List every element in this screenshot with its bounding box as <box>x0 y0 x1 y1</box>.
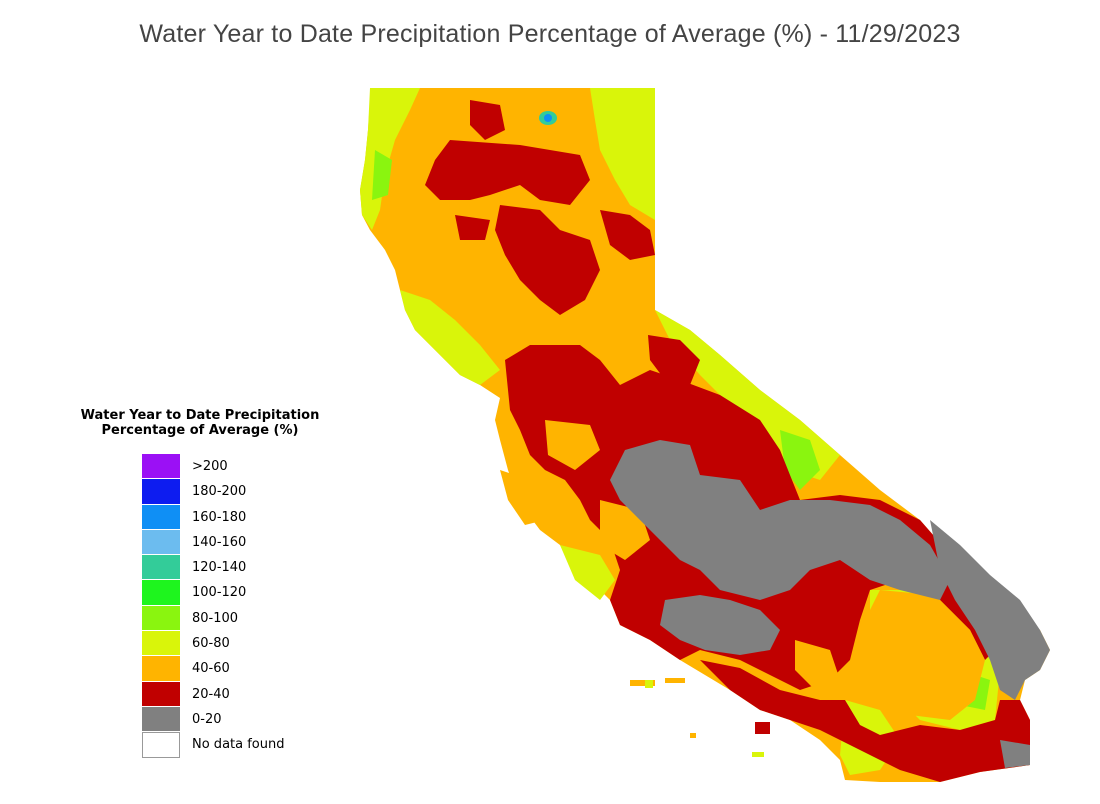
legend-label: 0-20 <box>192 711 222 727</box>
legend-swatch <box>142 656 180 682</box>
zone-40-60 <box>500 470 545 525</box>
legend-title: Water Year to Date Precipitation Percent… <box>60 408 340 438</box>
legend-swatch <box>142 580 180 606</box>
legend-label: 120-140 <box>192 560 247 576</box>
zone-20-40 <box>700 660 1030 782</box>
zone-20-40 <box>425 140 590 205</box>
zone-40-60 <box>795 640 840 690</box>
channel-island <box>645 680 653 688</box>
legend-swatch <box>142 529 180 556</box>
legend-swatch <box>142 706 180 733</box>
zone-20-40 <box>495 205 600 315</box>
legend-label: No data found <box>192 737 285 753</box>
legend-swatch <box>142 681 180 707</box>
legend-label: 100-120 <box>192 585 247 601</box>
legend-label: 80-100 <box>192 610 239 626</box>
channel-island <box>755 722 770 734</box>
page-title: Water Year to Date Precipitation Percent… <box>139 20 961 48</box>
channel-island <box>752 752 764 757</box>
legend-label: 140-160 <box>192 534 247 550</box>
zone-60-80 <box>400 290 500 385</box>
zone-0-20 <box>1000 740 1030 768</box>
legend-swatch <box>142 732 180 758</box>
channel-island <box>630 680 655 686</box>
zone-160-180 <box>544 114 552 122</box>
legend-label: 40-60 <box>192 661 230 677</box>
zone-0-20 <box>930 520 1050 700</box>
zone-20-40 <box>455 215 490 240</box>
legend-swatch <box>142 479 180 505</box>
legend-label: 180-200 <box>192 484 247 500</box>
channel-island <box>665 678 685 683</box>
zone-20-40 <box>648 335 700 385</box>
legend-label: 20-40 <box>192 686 230 702</box>
zone-40-60 <box>545 420 600 470</box>
legend-swatch <box>142 631 180 657</box>
legend-title-line1: Water Year to Date Precipitation <box>80 408 320 423</box>
legend-title-line2: Percentage of Average (%) <box>101 423 299 438</box>
legend-swatch <box>142 504 180 530</box>
legend-label: 160-180 <box>192 509 247 525</box>
legend-swatch <box>142 605 180 632</box>
zone-60-80 <box>560 545 615 600</box>
zone-20-40 <box>600 210 655 260</box>
zone-60-80 <box>590 88 655 220</box>
channel-island <box>690 733 696 738</box>
legend-label: >200 <box>192 459 228 474</box>
map-legend: Water Year to Date Precipitation Percent… <box>60 408 340 758</box>
legend-label: 60-80 <box>192 636 230 652</box>
zone-40-60 <box>860 590 985 720</box>
legend-swatch <box>142 555 180 581</box>
zone-20-40 <box>470 100 505 140</box>
zone-0-20 <box>610 440 950 600</box>
zone-0-20 <box>660 595 780 655</box>
zone-80-100 <box>372 150 392 200</box>
legend-swatch <box>142 454 180 480</box>
